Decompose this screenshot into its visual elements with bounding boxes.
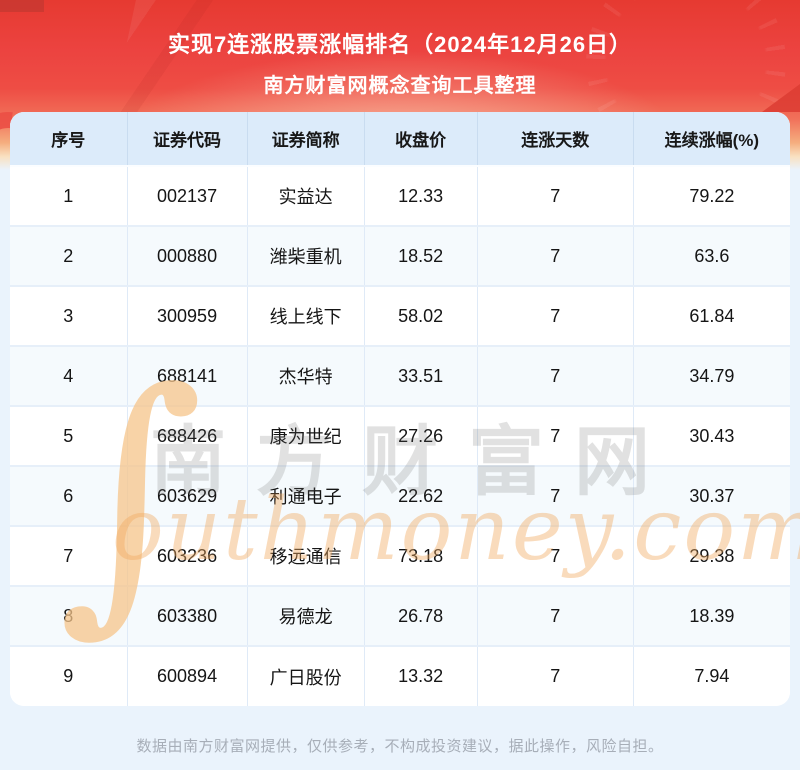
table-row: 4 688141 杰华特 33.51 7 34.79 [10, 345, 790, 406]
page-title: 实现7连涨股票涨幅排名（2024年12月26日） [167, 32, 633, 57]
table-row: 2 000880 潍柴重机 18.52 7 63.6 [10, 225, 790, 286]
name-cell: 线上线下 [247, 285, 365, 346]
rank-cell: 7 [10, 525, 128, 586]
rank-cell: 8 [10, 585, 128, 646]
table-row: 8 603380 易德龙 26.78 7 18.39 [10, 585, 790, 646]
gain-cell: 61.84 [633, 285, 790, 346]
col-header-name: 证券简称 [247, 112, 365, 167]
col-header-days: 连涨天数 [477, 112, 634, 167]
code-cell: 002137 [127, 166, 248, 226]
rank-cell: 4 [10, 345, 128, 406]
name-cell: 康为世纪 [247, 405, 365, 466]
code-cell: 000880 [127, 225, 248, 286]
gain-cell: 18.39 [633, 585, 790, 646]
col-header-code: 证券代码 [127, 112, 248, 167]
banner-corner-notch [0, 0, 44, 12]
ranking-table: 序号 证券代码 证券简称 收盘价 连涨天数 连续涨幅(%) 1 002137 实… [10, 112, 790, 706]
rank-cell: 9 [10, 645, 128, 706]
rank-cell: 2 [10, 225, 128, 286]
table-header-row: 序号 证券代码 证券简称 收盘价 连涨天数 连续涨幅(%) [10, 112, 790, 167]
days-cell: 7 [477, 225, 634, 286]
price-cell: 22.62 [364, 465, 478, 526]
col-header-gain: 连续涨幅(%) [633, 112, 790, 167]
code-cell: 600894 [127, 645, 248, 706]
disclaimer-text: 数据由南方财富网提供，仅供参考，不构成投资建议，据此操作，风险自担。 [136, 738, 664, 755]
price-cell: 27.26 [364, 405, 478, 466]
price-cell: 58.02 [364, 285, 478, 346]
price-cell: 18.52 [364, 225, 478, 286]
table-row: 7 603236 移远通信 73.18 7 29.38 [10, 525, 790, 586]
name-cell: 利通电子 [247, 465, 365, 526]
name-cell: 移远通信 [247, 525, 365, 586]
code-cell: 688141 [127, 345, 248, 406]
days-cell: 7 [477, 525, 634, 586]
rank-cell: 6 [10, 465, 128, 526]
gain-cell: 30.37 [633, 465, 790, 526]
name-cell: 实益达 [247, 166, 365, 226]
table-row: 5 688426 康为世纪 27.26 7 30.43 [10, 405, 790, 466]
code-cell: 688426 [127, 405, 248, 466]
name-cell: 杰华特 [247, 345, 365, 406]
col-header-close: 收盘价 [364, 112, 478, 167]
days-cell: 7 [477, 345, 634, 406]
price-cell: 33.51 [364, 345, 478, 406]
name-cell: 潍柴重机 [247, 225, 365, 286]
banner-right-triangle-decoration [762, 84, 800, 112]
code-cell: 603380 [127, 585, 248, 646]
price-cell: 12.33 [364, 166, 478, 226]
price-cell: 13.32 [364, 645, 478, 706]
col-header-rank: 序号 [10, 112, 128, 167]
days-cell: 7 [477, 645, 634, 706]
table-row: 1 002137 实益达 12.33 7 79.22 [10, 166, 790, 226]
page-subtitle: 南方财富网概念查询工具整理 [263, 75, 537, 97]
gain-cell: 34.79 [633, 345, 790, 406]
code-cell: 300959 [127, 285, 248, 346]
ranking-table-card: 序号 证券代码 证券简称 收盘价 连涨天数 连续涨幅(%) 1 002137 实… [10, 112, 790, 706]
days-cell: 7 [477, 285, 634, 346]
rank-cell: 5 [10, 405, 128, 466]
gain-cell: 63.6 [633, 225, 790, 286]
rank-cell: 1 [10, 166, 128, 226]
gain-cell: 7.94 [633, 645, 790, 706]
code-cell: 603629 [127, 465, 248, 526]
gain-cell: 79.22 [633, 166, 790, 226]
table-row: 9 600894 广日股份 13.32 7 7.94 [10, 645, 790, 706]
gain-cell: 29.38 [633, 525, 790, 586]
days-cell: 7 [477, 465, 634, 526]
name-cell: 广日股份 [247, 645, 365, 706]
rank-cell: 3 [10, 285, 128, 346]
days-cell: 7 [477, 405, 634, 466]
days-cell: 7 [477, 585, 634, 646]
header-banner: 实现7连涨股票涨幅排名（2024年12月26日） 南方财富网概念查询工具整理 [0, 0, 800, 170]
table-row: 3 300959 线上线下 58.02 7 61.84 [10, 285, 790, 346]
days-cell: 7 [477, 166, 634, 226]
price-cell: 73.18 [364, 525, 478, 586]
code-cell: 603236 [127, 525, 248, 586]
gain-cell: 30.43 [633, 405, 790, 466]
table-row: 6 603629 利通电子 22.62 7 30.37 [10, 465, 790, 526]
name-cell: 易德龙 [247, 585, 365, 646]
price-cell: 26.78 [364, 585, 478, 646]
